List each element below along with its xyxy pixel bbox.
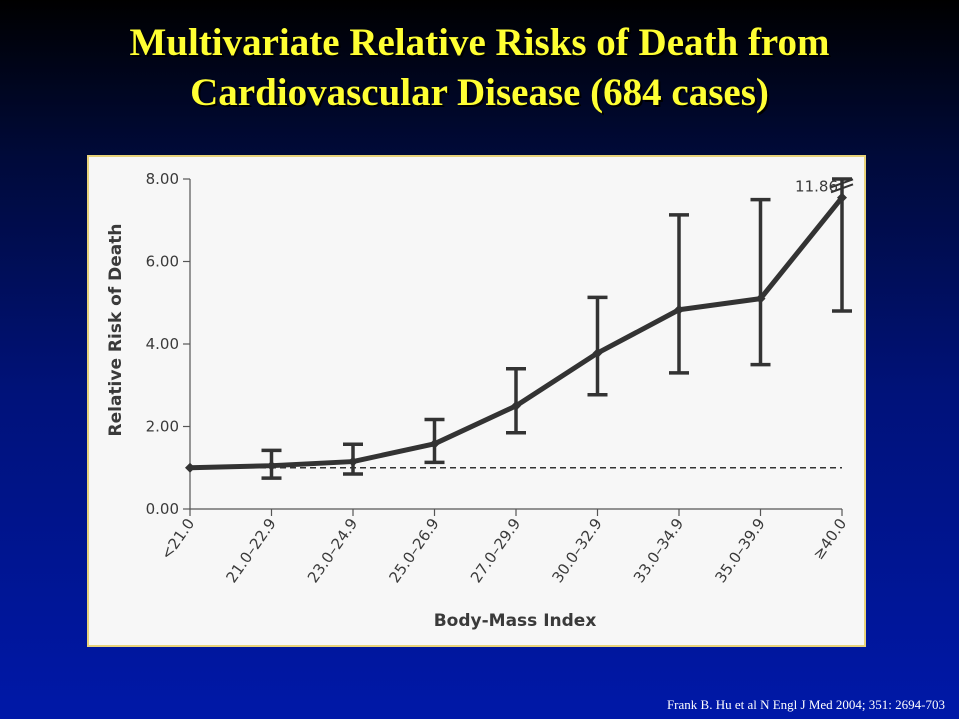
x-tick-label: 25.0–26.9: [385, 515, 442, 586]
bmi-relative-risk-chart: 0.00 2.00 4.00 6.00 8.00 <21.0 21.0–22.9 23.0–…: [106, 170, 854, 631]
x-tick-label: 35.0–39.9: [711, 515, 768, 586]
data-marker: [348, 456, 358, 467]
data-marker: [511, 400, 521, 411]
data-marker: [674, 304, 684, 315]
x-tick-label: 33.0–34.9: [630, 515, 687, 586]
y-tick-label: 6.00: [146, 253, 179, 271]
x-tick-label: 23.0–24.9: [304, 515, 361, 586]
chart-panel: 0.00 2.00 4.00 6.00 8.00 <21.0 21.0–22.9 23.0–…: [87, 155, 866, 647]
x-tick-label: 21.0–22.9: [222, 515, 279, 586]
data-marker: [755, 293, 766, 304]
data-marker: [429, 438, 440, 449]
data-markers: [185, 192, 847, 473]
data-marker: [592, 348, 603, 359]
slide-title-line-2: Cardiovascular Disease (684 cases): [190, 71, 769, 114]
x-axis: <21.0 21.0–22.9 23.0–24.9 25.0–26.9 27.0–29.…: [157, 508, 850, 586]
y-tick-label: 2.00: [146, 418, 179, 436]
axis-break-mark: [830, 178, 854, 189]
x-tick-label: 27.0–29.9: [467, 515, 524, 586]
y-axis: 0.00 2.00 4.00 6.00 8.00: [146, 170, 191, 518]
x-axis-label: Body-Mass Index: [434, 611, 597, 631]
slide-title-line-1: Multivariate Relative Risks of Death fro…: [129, 21, 830, 64]
citation: Frank B. Hu et al N Engl J Med 2004; 351…: [666, 697, 945, 712]
x-tick-label: ≥40.0: [809, 515, 850, 563]
y-tick-label: 8.00: [146, 170, 179, 188]
data-marker: [185, 462, 195, 473]
x-tick-label: <21.0: [157, 515, 198, 563]
error-bars: [261, 177, 852, 480]
y-tick-label: 0.00: [146, 500, 179, 518]
y-tick-label: 4.00: [146, 335, 179, 353]
x-tick-label: 30.0–32.9: [548, 515, 605, 586]
annotations: 11.86: [795, 177, 854, 195]
slide-title: Multivariate Relative Risks of Death fro…: [0, 18, 959, 118]
data-marker: [266, 460, 277, 471]
axis-break-mark: [830, 183, 854, 194]
y-axis-label: Relative Risk of Death: [106, 224, 126, 437]
off-scale-value-label: 11.86: [795, 177, 838, 195]
data-marker: [837, 192, 847, 203]
